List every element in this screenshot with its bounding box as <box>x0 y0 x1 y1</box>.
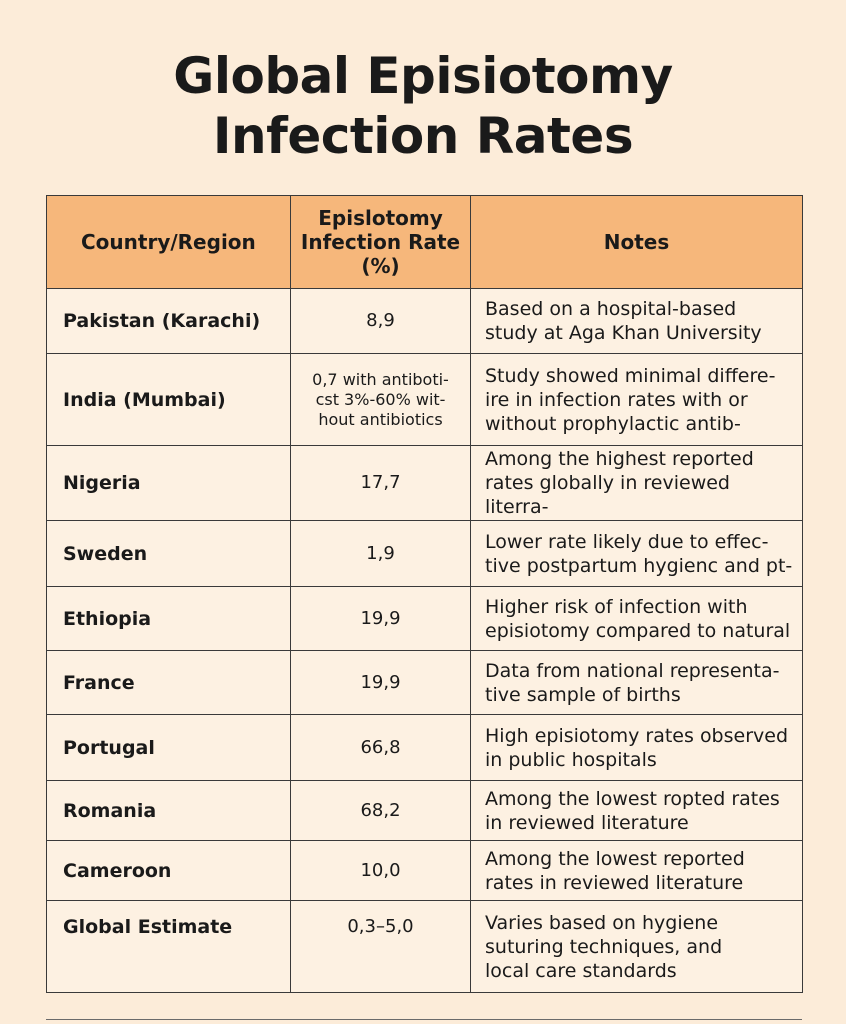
title-line-1: Global Episiotomy <box>173 47 673 105</box>
notes-line: rates globally in reviewed literra- <box>485 472 730 518</box>
table-row: Sweden 1,9 Lower rate likely due to effe… <box>46 520 803 587</box>
cell-country: Global Estimate <box>46 900 291 993</box>
header-rate-line-1: Epislotomy <box>318 206 443 230</box>
table-header-row: Country/Region Epislotomy Infection Rate… <box>46 195 803 289</box>
notes-line: Study showed minimal differe- <box>485 364 776 387</box>
cell-country: Ethiopia <box>46 586 291 651</box>
cell-rate: 19,9 <box>290 650 471 715</box>
notes-line: without prophylactic antib- <box>485 412 741 435</box>
cell-notes: Among the lowest reported rates in review… <box>470 840 803 901</box>
cell-rate: 68,2 <box>290 780 471 841</box>
notes-line: High episiotomy rates observed <box>485 724 789 747</box>
rate-line: 19,9 <box>360 607 401 629</box>
table-row: India (Mumbai) 0,7 with antiboti-cst 3%-… <box>46 353 803 446</box>
cell-rate: 17,7 <box>290 445 471 521</box>
cell-notes: High episiotomy rates observed in public … <box>470 714 803 781</box>
notes-line: Data from national representa- <box>485 659 780 682</box>
cell-rate: 19,9 <box>290 586 471 651</box>
rate-line: 68,2 <box>360 799 401 821</box>
table-row: Romania 68,2 Among the lowest ropted rat… <box>46 780 803 841</box>
cell-rate: 0,7 with antiboti-cst 3%-60% wit-hout an… <box>290 353 471 446</box>
rate-line: 66,8 <box>360 736 401 758</box>
notes-line: local care standards <box>485 959 677 982</box>
page-title: Global Episiotomy Infection Rates <box>0 46 846 166</box>
notes-line: Among the highest reported <box>485 448 754 470</box>
rate-line: 0,3–5,0 <box>347 916 414 937</box>
cell-notes: Among the lowest ropted rates in reviewed… <box>470 780 803 841</box>
cell-country: Romania <box>46 780 291 841</box>
cell-country: Cameroon <box>46 840 291 901</box>
cell-notes: Based on a hospital-based study at Aga Kh… <box>470 288 803 354</box>
notes-line: tive sample of births <box>485 683 681 706</box>
notes-line: in reviewed literature <box>485 811 689 834</box>
notes-line: ire in infection rates with or <box>485 388 748 411</box>
cell-notes: Higher risk of infection with episiotomy … <box>470 586 803 651</box>
cell-notes: Among the highest reported rates globally… <box>470 445 803 521</box>
cell-notes: Varies based on hygiene suturing techniqu… <box>470 900 803 993</box>
notes-line: Among the lowest ropted rates <box>485 787 780 810</box>
header-rate: Epislotomy Infection Rate (%) <box>290 195 471 289</box>
table-row: Ethiopia 19,9 Higher risk of infection w… <box>46 586 803 651</box>
cell-country: Portugal <box>46 714 291 781</box>
cell-rate: 66,8 <box>290 714 471 781</box>
notes-line: rates in reviewed literature <box>485 871 744 894</box>
notes-line: Lower rate likely due to effec- <box>485 530 769 553</box>
cell-country: India (Mumbai) <box>46 353 291 446</box>
rate-line: hout antibiotics <box>318 409 443 429</box>
cell-rate: 1,9 <box>290 520 471 587</box>
cell-rate: 10,0 <box>290 840 471 901</box>
notes-line: Among the lowest reported <box>485 847 745 870</box>
rate-line: cst 3%-60% wit- <box>315 389 446 409</box>
header-notes: Notes <box>470 195 803 289</box>
notes-line: Higher risk of infection with <box>485 595 748 618</box>
notes-line: in public hospitals <box>485 748 657 771</box>
rate-line: 0,7 with antiboti- <box>312 369 449 389</box>
header-rate-line-2: Infection Rate <box>300 230 461 254</box>
cell-country: France <box>46 650 291 715</box>
notes-line: Based on a hospital-based <box>485 298 737 320</box>
header-rate-line-3: (%) <box>361 254 400 278</box>
rate-line: 1,9 <box>366 542 395 564</box>
table-row: Pakistan (Karachi) 8,9 Based on a hospit… <box>46 288 803 354</box>
cell-rate: 8,9 <box>290 288 471 354</box>
cell-country: Sweden <box>46 520 291 587</box>
notes-line: suturing techniques, and <box>485 935 723 958</box>
rate-line: 10,0 <box>360 859 401 881</box>
cell-rate: 0,3–5,0 <box>290 900 471 993</box>
cell-notes: Study showed minimal differe-ire in infe… <box>470 353 803 446</box>
bottom-divider <box>46 1019 802 1020</box>
table-row: Nigeria 17,7 Among the highest reported r… <box>46 445 803 521</box>
table-row: Portugal 66,8 High episiotomy rates obse… <box>46 714 803 781</box>
cell-notes: Lower rate likely due to effec-tive post… <box>470 520 803 587</box>
table-row: France 19,9 Data from national represent… <box>46 650 803 715</box>
title-line-2: Infection Rates <box>212 107 634 165</box>
cell-country: Nigeria <box>46 445 291 521</box>
notes-line: Varies based on hygiene <box>485 911 719 934</box>
table-row: Cameroon 10,0 Among the lowest reported r… <box>46 840 803 901</box>
rate-line: 8,9 <box>366 310 395 331</box>
rate-line: 17,7 <box>360 472 401 493</box>
cell-notes: Data from national representa-tive sampl… <box>470 650 803 715</box>
notes-line: episiotomy compared to natural <box>485 619 791 642</box>
table-row: Global Estimate 0,3–5,0 Varies based on … <box>46 900 803 993</box>
notes-line: study at Aga Khan University <box>485 322 762 344</box>
infection-rates-table: Country/Region Epislotomy Infection Rate… <box>46 195 803 993</box>
cell-country: Pakistan (Karachi) <box>46 288 291 354</box>
rate-line: 19,9 <box>360 671 401 693</box>
notes-line: tive postpartum hygienc and pt- <box>485 554 793 577</box>
header-country: Country/Region <box>46 195 291 289</box>
